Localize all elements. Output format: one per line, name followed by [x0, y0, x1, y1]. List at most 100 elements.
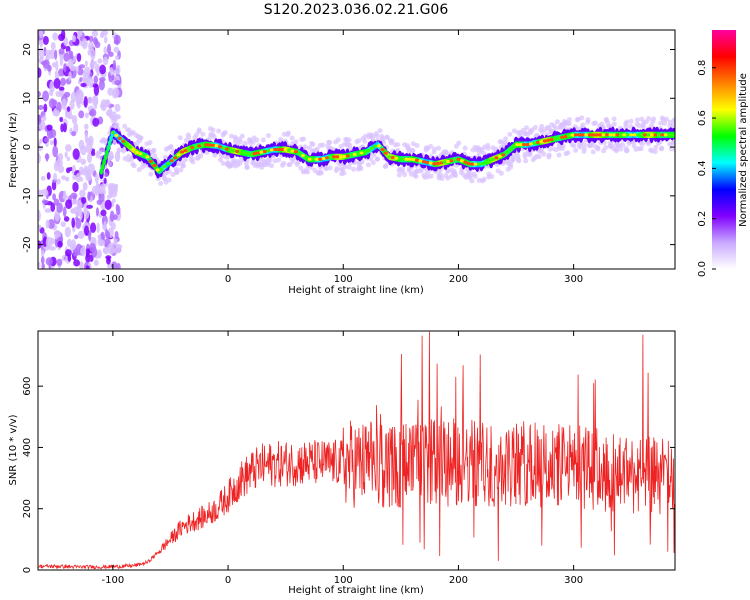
spectrogram-cell [636, 133, 641, 137]
spectrogram-cell [104, 100, 111, 108]
spectrogram-cell [556, 152, 562, 158]
spectrogram-cell [112, 59, 117, 72]
spectrogram-cell [618, 133, 623, 137]
spectrogram-cell [289, 135, 295, 141]
spectrogram-cell [628, 123, 634, 129]
spectrogram-cell [66, 156, 71, 162]
spectrogram-cell [469, 178, 475, 184]
spectrogram-cell [611, 133, 616, 137]
spectrogram-cell [577, 144, 583, 150]
spectrogram-cell [262, 149, 267, 154]
spectrogram-cell [548, 129, 554, 135]
spectrogram-cell [356, 138, 362, 144]
spectrogram-cell [135, 150, 140, 155]
spectrogram-cell [410, 147, 416, 153]
spectrogram-cell [90, 151, 96, 157]
spectrogram-cell [162, 164, 167, 169]
spectrogram-cell [170, 172, 176, 178]
spectrogram-cell [56, 178, 61, 185]
spectrogram-cell [55, 159, 63, 168]
spectrogram-cell [581, 148, 587, 154]
spectrogram-cell [65, 45, 71, 54]
spectrogram-cell [235, 149, 240, 154]
spectrogram-cell [67, 113, 74, 120]
spectrogram-cell [152, 163, 157, 168]
spectrogram-cell [147, 140, 153, 146]
spectrogram-cell [345, 154, 350, 158]
spectrogram-cell [102, 56, 109, 66]
spectrogram-cell [49, 139, 54, 146]
spectrogram-cell [432, 146, 438, 152]
spectrogram-cell [439, 161, 444, 165]
spectrogram-cell [111, 261, 118, 269]
spectrogram-cell [85, 142, 93, 154]
colorbar-ticks: 0.0 0.2 0.4 0.6 0.8 [697, 60, 716, 277]
spectrogram-cell [590, 149, 596, 155]
spectrogram-cell [103, 220, 107, 231]
spectrogram-cell [109, 154, 115, 160]
spectrogram-cell [318, 157, 323, 161]
spectrogram-cell [38, 91, 41, 98]
spectrogram-cell [560, 135, 565, 139]
spectrogram-cell [624, 119, 630, 125]
spectrogram-cell [38, 114, 42, 125]
spectrogram-cell [662, 120, 668, 126]
spectrogram-cell [41, 199, 49, 204]
spectrogram-cell [290, 158, 296, 164]
spectrogram-cell [44, 137, 50, 143]
spectrogram-cell [452, 158, 457, 162]
spectrogram-cell [428, 173, 434, 179]
spectrogram-cell [371, 152, 377, 158]
spectrogram-cell [190, 145, 195, 150]
spectrogram-cell [84, 123, 89, 130]
spectrogram-cell [463, 160, 468, 164]
spectrogram-cell [221, 131, 227, 137]
spectrogram-cell [77, 230, 85, 239]
spectrogram-cell [42, 35, 49, 45]
spectrogram-cell [80, 145, 87, 156]
spectrogram-cell [102, 247, 109, 255]
spectrogram-cell [670, 140, 675, 146]
spectrogram-cell [53, 172, 58, 181]
x-tick-label: 300 [564, 575, 583, 586]
spectrogram-cell [107, 242, 115, 255]
spectrogram-cell [294, 150, 299, 154]
spectrogram-cell [78, 110, 85, 119]
spectrogram-cell [114, 133, 119, 137]
spectrogram-cell [242, 140, 248, 146]
spectrogram-cell [573, 147, 579, 153]
spectrogram-cell [169, 159, 174, 163]
spectrogram-cell [653, 144, 659, 150]
spectrogram-cell [148, 159, 153, 163]
spectrogram-cell [100, 137, 107, 143]
spectrogram-cell [636, 123, 642, 129]
spectrogram-cell [92, 117, 100, 127]
spectrogram-cell [60, 30, 66, 40]
spectrogram-cell [632, 133, 637, 137]
spectrogram-cell [107, 87, 114, 96]
spectrogram-cell [99, 64, 107, 75]
spectrogram-cell [489, 174, 495, 180]
spectrogram-cell [68, 71, 72, 82]
spectrogram-cell [325, 156, 330, 160]
spectrogram-cell [346, 137, 352, 143]
spectrogram-cell [310, 141, 316, 147]
spectrogram-cell [663, 133, 668, 137]
spectrogram-cell [109, 69, 115, 76]
spectrogram-cell [86, 152, 93, 164]
spectrogram-cell [362, 138, 368, 144]
spectrogram-y-ticks: -20 -10 0 10 20 [22, 43, 675, 253]
spectrogram-cell [59, 54, 64, 67]
spectrogram-cell [40, 256, 45, 265]
spectrogram-cell [84, 60, 88, 67]
spectrogram-cell [71, 34, 77, 43]
spectrogram-cell [244, 164, 250, 170]
spectrogram-cell [174, 170, 180, 176]
spectrogram-cell [411, 157, 416, 162]
y-tick-label: 600 [22, 377, 33, 396]
spectrogram-cell [527, 150, 533, 156]
spectrogram-cell [59, 116, 64, 123]
spectrogram-cell [591, 133, 596, 137]
spectrogram-cell [484, 160, 489, 164]
spectrogram-cell [61, 98, 67, 111]
